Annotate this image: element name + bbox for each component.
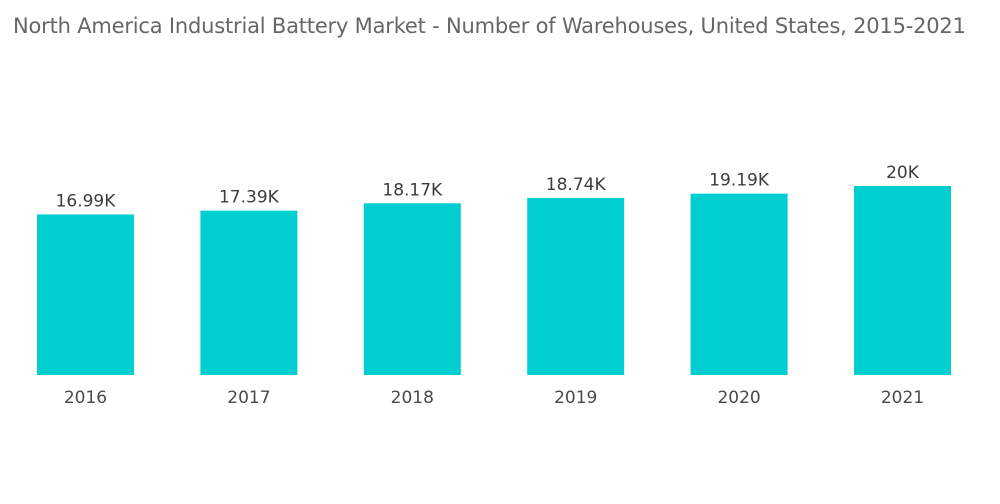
- x-tick-label-2019: 2019: [554, 388, 597, 408]
- value-label-2019: 18.74K: [546, 175, 607, 195]
- x-axis-tick-labels: 2016 2017 2018 2019 2020 2021: [64, 388, 924, 408]
- bar-2021: [854, 186, 951, 375]
- x-tick-label-2017: 2017: [227, 388, 270, 408]
- value-label-2017: 17.39K: [219, 188, 280, 208]
- value-label-2016: 16.99K: [56, 191, 117, 211]
- chart-title: North America Industrial Battery Market …: [13, 14, 966, 38]
- value-label-2020: 19.19K: [709, 171, 770, 191]
- bar-2017: [200, 210, 298, 375]
- bar-2020: [690, 193, 788, 375]
- x-tick-label-2018: 2018: [391, 388, 434, 408]
- value-label-2021: 20K: [886, 163, 920, 183]
- bar-2019: [527, 197, 625, 375]
- bar-2018: [363, 203, 461, 375]
- x-tick-label-2021: 2021: [881, 388, 924, 408]
- value-labels-group: 16.99K 17.39K 18.17K 18.74K 19.19K 20K: [56, 163, 920, 211]
- x-tick-label-2020: 2020: [717, 388, 760, 408]
- bar-2016: [37, 214, 134, 375]
- x-tick-label-2016: 2016: [64, 388, 107, 408]
- bars-group: [37, 186, 951, 375]
- value-label-2018: 18.17K: [382, 180, 443, 200]
